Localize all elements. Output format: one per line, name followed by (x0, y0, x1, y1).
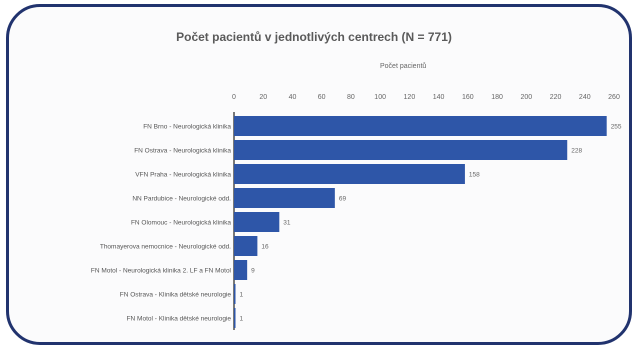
category-label: FN Ostrava - Klinika dětské neurologie (120, 292, 232, 299)
x-tick-label: 100 (374, 94, 386, 101)
x-tick-label: 200 (520, 94, 532, 101)
category-label: Thomayerova nemocnice - Neurologické odd… (100, 244, 231, 251)
value-label: 16 (261, 244, 269, 251)
bar-chart: 0 20 40 60 80 100 120 140 160 180 200 220 240 260 FN B… (91, 94, 622, 330)
value-label: 1 (239, 316, 243, 323)
x-tick-label: 160 (462, 94, 474, 101)
bar (234, 212, 280, 232)
value-label: 31 (283, 220, 291, 227)
value-label: 1 (239, 292, 243, 299)
bar (234, 140, 568, 160)
bar (234, 164, 465, 184)
x-tick-label: 20 (259, 94, 267, 101)
category-label: FN Ostrava - Neurologická klinika (134, 148, 231, 155)
x-tick-label: 140 (433, 94, 445, 101)
x-tick-label: 180 (491, 94, 503, 101)
value-label: 228 (571, 148, 582, 155)
x-tick-label: 80 (347, 94, 355, 101)
bar (234, 236, 258, 256)
bar (234, 284, 236, 304)
x-axis-label: Počet pacientů (380, 63, 427, 70)
x-tick-label: 60 (318, 94, 326, 101)
category-label: FN Motol - Klinika dětské neurologie (127, 316, 232, 323)
chart-title: Počet pacientů v jednotlivých centrech (… (176, 30, 452, 44)
x-tick-label: 240 (579, 94, 591, 101)
x-tick-label: 260 (608, 94, 620, 101)
bar (234, 188, 335, 208)
category-label: NN Pardubice - Neurologické odd. (132, 196, 231, 203)
value-label: 158 (469, 172, 480, 179)
category-label: VFN Praha - Neurologická klinika (135, 172, 231, 179)
x-tick-label: 220 (550, 94, 562, 101)
value-label: 255 (611, 124, 622, 131)
x-tick-label: 0 (232, 94, 236, 101)
bar (234, 116, 607, 136)
value-label: 9 (251, 268, 255, 275)
x-tick-label: 40 (289, 94, 297, 101)
category-label: FN Brno - Neurologická klinika (143, 124, 231, 131)
bar (234, 260, 248, 280)
x-tick-label: 120 (404, 94, 416, 101)
value-label: 69 (339, 196, 347, 203)
category-label: FN Motol - Neurologická klinika 2. LF a … (91, 268, 232, 275)
bar (234, 308, 236, 328)
category-label: FN Olomouc - Neurologická klinika (131, 220, 231, 227)
